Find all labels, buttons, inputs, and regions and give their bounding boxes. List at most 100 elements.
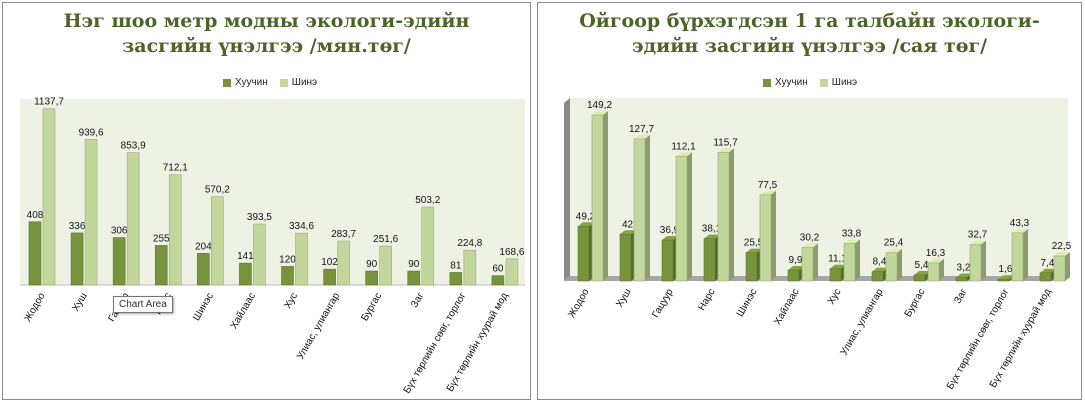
category-label: Жодоо xyxy=(22,291,47,324)
data-label-new: 149,2 xyxy=(587,100,612,111)
category-label: Нарс xyxy=(696,287,717,313)
bar-new xyxy=(675,155,688,282)
bar-side-new xyxy=(939,258,944,281)
bar-new xyxy=(168,174,182,286)
category-label: Гацуур xyxy=(650,287,676,320)
data-label-new: 43,3 xyxy=(1010,218,1030,229)
bar-top-new xyxy=(886,248,902,253)
chart-left[interactable]: Нэг шоо метр модны экологи-эдийн засгийн… xyxy=(2,2,531,400)
legend-item-new: Шинэ xyxy=(279,77,317,88)
bar-new xyxy=(253,223,266,286)
bar-old xyxy=(281,266,294,286)
chart-title: Ойгоор бүрхэгдсэн 1 га талбайн экологи- … xyxy=(538,9,1081,59)
data-label-old: 1,6 xyxy=(999,264,1013,275)
bar-top-new xyxy=(676,152,692,157)
bar-old xyxy=(407,270,421,286)
data-label-new: 712,1 xyxy=(163,163,188,174)
bar-top-old xyxy=(914,270,930,275)
bar-side-new xyxy=(981,240,986,281)
bar-top-old xyxy=(746,248,762,253)
data-label-new: 168,6 xyxy=(499,247,524,258)
bar-old xyxy=(365,270,378,286)
category-label: Жодоо xyxy=(566,287,591,320)
data-label-old: 3,2 xyxy=(957,262,971,273)
bar-side-new xyxy=(645,134,650,281)
category-label: Хуш xyxy=(614,287,633,309)
bar-new xyxy=(379,245,392,286)
data-label-new: 30,2 xyxy=(800,232,820,243)
data-label-new: 32,7 xyxy=(968,230,988,241)
category-label: Хайлаас xyxy=(229,291,258,331)
bar-top-new xyxy=(1054,251,1070,256)
bar-top-old xyxy=(578,222,594,227)
bar-new xyxy=(126,152,140,286)
legend-swatch-old xyxy=(763,78,771,87)
chart-title-line-2: засгийн үнэлгээ /мян.төг/ xyxy=(122,35,411,57)
chart-title: Нэг шоо метр модны экологи-эдийн засгийн… xyxy=(3,9,530,59)
bar-new xyxy=(1011,232,1024,282)
data-label-new: 112,1 xyxy=(671,141,696,152)
chart-area-tooltip: Chart Area xyxy=(113,296,173,313)
category-label: Улиас, улиангар xyxy=(839,287,886,358)
data-label-new: 22,5 xyxy=(1052,241,1072,252)
bar-top-new xyxy=(760,190,776,195)
data-label-new: 570,2 xyxy=(205,185,230,196)
bar-new xyxy=(421,206,435,286)
data-label-old: 60 xyxy=(492,264,504,275)
bar-side-new xyxy=(855,239,860,281)
data-label-new: 283,7 xyxy=(331,229,356,240)
bar-top-new xyxy=(592,111,608,116)
data-label-old: 42 xyxy=(622,219,634,230)
bar-new xyxy=(591,114,604,282)
bar-side-new xyxy=(687,152,692,281)
data-label-old: 25,5 xyxy=(744,238,764,249)
data-label-old: 81 xyxy=(450,260,462,271)
data-label-new: 939,6 xyxy=(79,127,104,138)
chart-title-line-1: Ойгоор бүрхэгдсэн 1 га талбайн экологи- xyxy=(579,10,1040,32)
bar-old xyxy=(661,239,674,282)
bar-top-old xyxy=(704,234,720,239)
data-label-new: 127,7 xyxy=(629,124,654,135)
chart-title-line-1: Нэг шоо метр модны экологи-эдийн xyxy=(63,10,470,32)
bar-top-new xyxy=(802,243,818,248)
category-label: Хус xyxy=(826,287,844,307)
bar-old xyxy=(745,252,758,282)
bar-new xyxy=(211,196,224,286)
category-label: Шинэс xyxy=(735,287,760,319)
data-label-old: 255 xyxy=(153,233,170,244)
data-label-old: 11,1 xyxy=(828,254,847,265)
bar-top-old xyxy=(1040,268,1056,273)
bar-top-new xyxy=(718,148,734,153)
bar-old xyxy=(28,221,42,286)
bar-old xyxy=(619,233,632,282)
bar-old xyxy=(1039,272,1052,282)
bar-new xyxy=(505,258,519,286)
bar-old xyxy=(323,268,336,286)
data-label-new: 853,9 xyxy=(121,141,146,152)
data-label-new: 503,2 xyxy=(415,195,440,206)
data-label-new: 115,7 xyxy=(713,137,738,148)
category-label: Заг xyxy=(952,287,969,306)
data-label-new: 77,5 xyxy=(758,180,778,191)
legend-item-new: Шинэ xyxy=(819,77,857,88)
bar-new xyxy=(84,139,98,286)
data-label-old: 5,4 xyxy=(915,260,929,271)
category-label: Хуш xyxy=(70,291,89,313)
bar-old xyxy=(913,274,926,282)
bar-new xyxy=(885,252,898,282)
bar-old xyxy=(70,232,84,286)
data-label-new: 25,4 xyxy=(884,238,904,249)
data-label-old: 204 xyxy=(195,241,212,252)
data-label-new: 393,5 xyxy=(247,212,272,223)
bar-side-new xyxy=(813,243,818,281)
bar-top-old xyxy=(956,273,972,278)
chart-right[interactable]: Ойгоор бүрхэгдсэн 1 га талбайн экологи- … xyxy=(537,2,1082,400)
bar-new xyxy=(759,194,772,282)
bar-new xyxy=(295,232,308,286)
bar-old xyxy=(829,268,842,282)
data-label-old: 7,4 xyxy=(1041,258,1055,269)
category-label: Хайлаас xyxy=(772,287,801,327)
chart-legend: Хуучин Шинэ xyxy=(223,77,329,88)
bar-side-new xyxy=(603,111,608,281)
data-label-new: 334,6 xyxy=(289,221,314,232)
